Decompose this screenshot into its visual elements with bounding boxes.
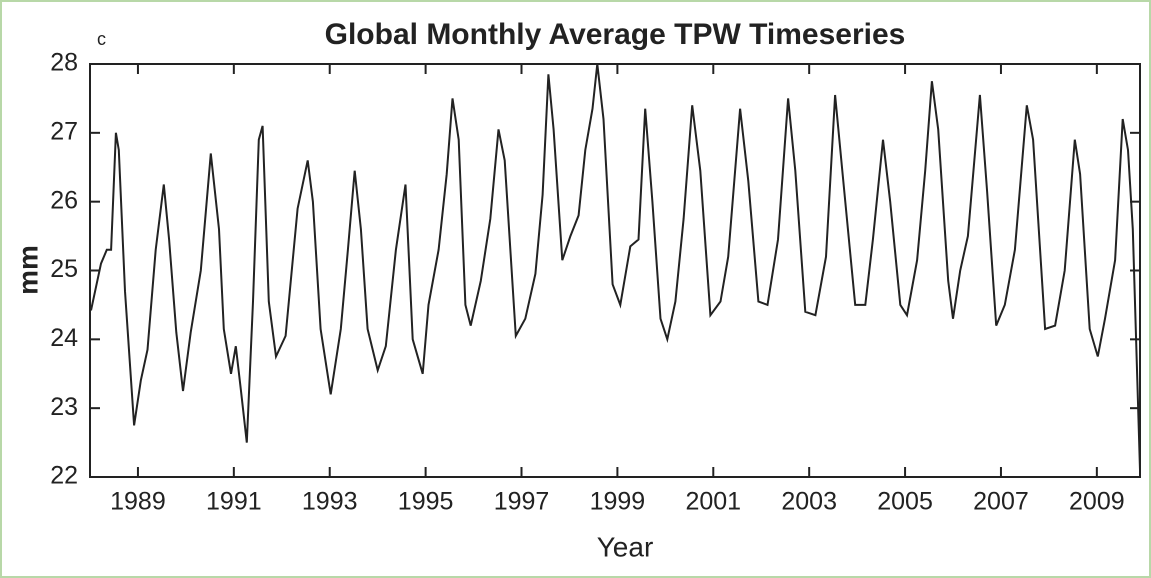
y-tick-label: 22 <box>50 462 78 490</box>
x-tick-label: 2001 <box>685 488 741 516</box>
y-tick-label: 26 <box>50 186 78 214</box>
x-tick-label: 1995 <box>398 488 454 516</box>
panel-label: c <box>97 29 106 49</box>
y-tick-label: 25 <box>50 255 78 283</box>
x-tick-label: 2007 <box>973 488 1029 516</box>
x-tick-label: 2005 <box>877 488 933 516</box>
x-tick-label: 1989 <box>110 488 166 516</box>
x-tick-label: 1997 <box>494 488 550 516</box>
y-axis-label: mm <box>12 245 43 295</box>
x-tick-label: 1993 <box>302 488 358 516</box>
x-axis-label: Year <box>597 531 654 562</box>
y-tick-label: 27 <box>50 117 78 145</box>
y-tick-label: 24 <box>50 324 78 352</box>
y-tick-label: 28 <box>50 49 78 77</box>
x-tick-label: 2003 <box>781 488 837 516</box>
x-tick-label: 1991 <box>206 488 262 516</box>
data-line <box>90 63 1141 471</box>
x-tick-label: 2009 <box>1069 488 1125 516</box>
x-tick-label: 1999 <box>590 488 646 516</box>
y-tick-label: 23 <box>50 393 78 421</box>
chart-title: Global Monthly Average TPW Timeseries <box>325 18 906 51</box>
